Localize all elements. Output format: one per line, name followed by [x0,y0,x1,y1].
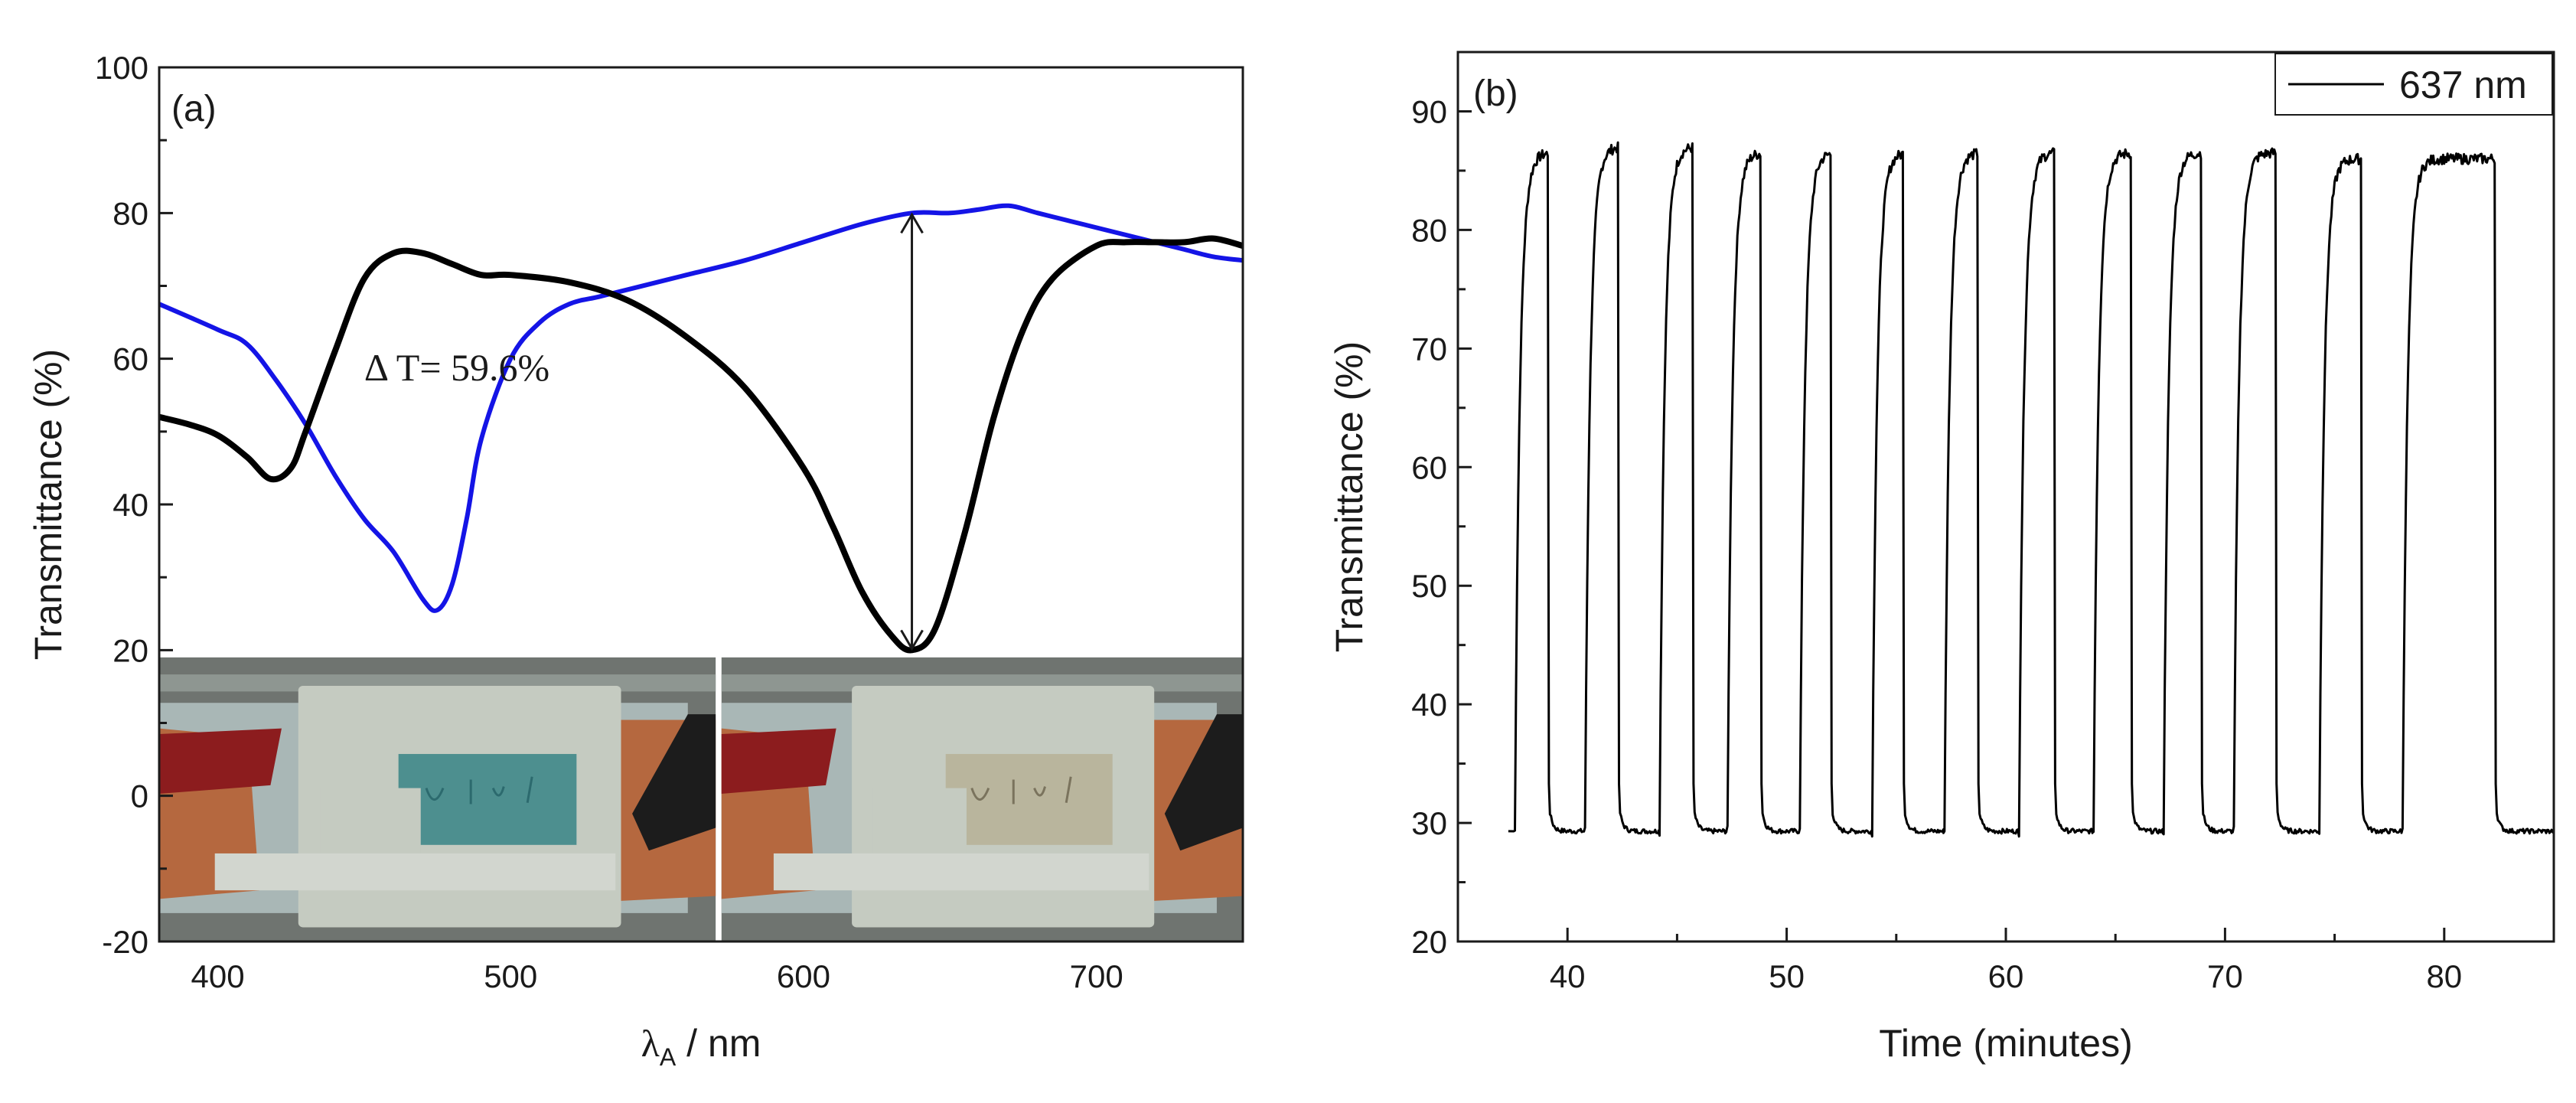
series-colored-line [159,235,1243,654]
x-tick-label: 700 [1070,958,1123,994]
y-tick-label: 70 [1411,331,1447,367]
x-tick-label: 400 [191,958,245,994]
photo-active-window [945,754,1113,845]
y-tick-label: 60 [112,341,148,377]
photo-handwriting [970,776,1072,804]
y-tick-label: 80 [1411,212,1447,248]
xlabel-subscript: A [660,1043,677,1071]
delta-t-arrowhead-top [900,212,924,234]
panel-b-x-ticks: 40 50 60 70 80 [1456,928,2555,994]
panel-a-spectra: Δ T= 59.6% 400 500 600 700 -20020406080100 … [27,50,1244,1071]
panel-b-x-axis-label: Time (minutes) [1879,1022,2133,1065]
panel-a-label: (a) [171,89,217,129]
photo-active-window [398,754,577,845]
delta-t-annotation: Δ T= 59.6% [364,346,549,389]
x-tick-label: 600 [777,958,830,994]
xlabel-unit: / nm [676,1022,761,1065]
delta-t-arrowhead-bottom [900,629,924,651]
x-tick-label: 70 [2207,958,2243,994]
panel-b-y-axis-label: Transmittance (%) [1328,341,1371,653]
y-tick-label: 80 [112,195,148,231]
y-tick-label: 60 [1411,449,1447,485]
y-tick-label: 100 [95,50,148,86]
y-tick-label: 40 [1411,687,1447,723]
panel-b-plot-frame [1456,51,2555,943]
device-photo-inset [159,657,1243,941]
y-tick-label: 20 [1411,924,1447,960]
xlabel-lambda: λ [641,1022,660,1065]
photo-clip-black [632,714,716,851]
panel-b-legend: 637 nm [2274,53,2553,116]
panel-b-label: (b) [1473,73,1518,114]
panel-a-x-axis-label: λA / nm [641,1022,761,1071]
y-tick-label: 90 [1411,93,1447,129]
y-tick-label: -20 [102,924,148,960]
series-bleached-line [159,203,1243,613]
y-tick-label: 40 [112,487,148,523]
photo-handwriting [425,776,533,804]
photo-tape-tab [320,788,421,853]
x-tick-label: 500 [484,958,537,994]
y-tick-label: 0 [131,778,148,814]
photo-tape-tab [872,788,967,853]
x-tick-label: 80 [2426,958,2462,994]
legend-label-637nm: 637 nm [2399,64,2527,106]
panel-b-y-ticks: 20 30 40 50 60 70 80 90 [1411,51,1472,960]
y-tick-label: 20 [112,632,148,668]
y-tick-label: 30 [1411,805,1447,841]
series-637nm-line [1508,141,2554,838]
photo-tape-strip [214,853,616,891]
x-tick-label: 60 [1988,958,2024,994]
photo-clip-red [159,728,282,795]
x-tick-label: 40 [1550,958,1586,994]
panel-a-y-ticks: -20 0 20 40 60 80 100 [95,50,173,960]
panel-a-x-ticks: 400 500 600 700 [191,958,1123,994]
y-tick-label: 50 [1411,568,1447,604]
photo-tape-strip [773,853,1149,891]
panel-b-cycling: 40 50 60 70 80 20 30 40 50 60 70 80 90 (b) 637 nm T… [1328,51,2555,1065]
photo-clip-red [721,728,836,795]
x-tick-label: 50 [1769,958,1805,994]
photo-clip-black [1164,714,1243,851]
panel-a-y-axis-label: Transmittance (%) [27,349,70,661]
